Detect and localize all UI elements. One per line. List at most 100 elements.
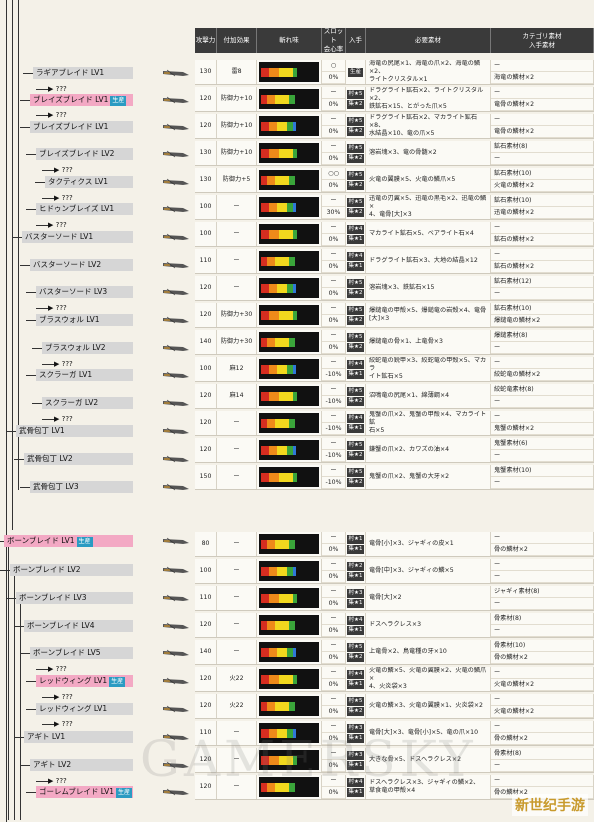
weapon-name-text: 武骨包丁 LV1 — [19, 426, 65, 435]
sharpness-segment — [267, 95, 275, 104]
obtain-tag: 集★1 — [346, 261, 365, 271]
attack-value: 120 — [195, 411, 217, 435]
category-cell: ー海竜の鱗材×2 — [491, 60, 594, 84]
category-cell: 爆鎚素材(8) ー — [491, 330, 594, 354]
sharpness-cell — [257, 249, 322, 273]
sharpness-segment — [261, 702, 267, 711]
sharpness-segment — [261, 149, 269, 158]
sharpness-bar — [259, 359, 319, 379]
tree-connector — [20, 127, 30, 128]
sharpness-bar — [259, 332, 319, 352]
tree-connector — [20, 653, 30, 654]
sharpness-segment — [279, 149, 293, 158]
tree-connector — [26, 709, 36, 710]
obtain-tag: 集★2 — [346, 288, 365, 298]
category-material: ー — [491, 532, 593, 544]
attack-value: 110 — [195, 586, 217, 610]
weapon-name-label: スクラーガ LV1 — [36, 369, 133, 381]
sharpness-segment — [275, 95, 289, 104]
attack-value: 120 — [195, 384, 217, 408]
slot-cell: ー -10% — [322, 357, 346, 381]
sharpness-segment — [269, 230, 279, 239]
obtain-material: ー — [491, 571, 593, 583]
sharpness-segment — [289, 176, 295, 185]
sharpness-segment — [287, 729, 293, 738]
category-cell: ー絞蛇竜の鱗材×2 — [491, 357, 594, 381]
sharpness-segment — [293, 675, 297, 684]
affinity-value: 0% — [322, 787, 345, 799]
category-values: ジャギィ素材(8) ー — [491, 586, 593, 610]
sharpness-segment — [261, 176, 267, 185]
weapon-name-text: ボーンブレイド LV5 — [33, 648, 101, 657]
obtain-material: ー — [491, 760, 593, 772]
header-sharpness: 斬れ味 — [257, 28, 322, 53]
obtain-tags: 生産 — [347, 67, 363, 77]
sharpness-segment — [293, 311, 297, 320]
table-row: 100 ーー 0% 村★2 集★1 竜骨[中]×3、ジャギィの鱗×5 ーー — [195, 559, 594, 584]
category-material: 鉱石素材(10) — [491, 195, 593, 207]
affinity-value: -10% — [322, 369, 345, 381]
weapon-sword-icon — [163, 788, 189, 796]
category-values: 鬼蟹素材(10) ー — [491, 465, 593, 489]
slot-affinity: ー 0% — [322, 249, 345, 273]
obtain-tag: 集★1 — [346, 625, 365, 635]
sharpness-segment — [277, 648, 287, 657]
obtain-tags: 村★5 集★2 — [346, 467, 365, 487]
affinity-value: 0% — [322, 72, 345, 84]
sharpness-segment — [269, 365, 277, 374]
category-values: ー骨の鱗材×2 — [491, 721, 593, 745]
sharpness-segment — [293, 648, 296, 657]
sharpness-segment — [293, 567, 296, 576]
materials-value: 竜骨[中]×3、ジャギィの鱗×5 — [366, 559, 491, 583]
materials-value: ドスヘラクレス×3 — [366, 613, 491, 637]
sharpness-segment — [261, 473, 269, 482]
sharpness-segment — [275, 783, 289, 792]
weapon-name-text: レッドウィング LV1 — [39, 676, 108, 685]
slot-value: ー — [322, 87, 345, 99]
obtain-tag: 村★4 — [346, 224, 365, 234]
category-values: 骨素材(8) ー — [491, 613, 593, 637]
sharpness-segment — [289, 702, 295, 711]
sharpness-segment — [279, 756, 293, 765]
header-slot: スロット 会心率 — [322, 27, 346, 53]
obtain-cell: 村★5 集★2 — [346, 438, 366, 462]
attack-value: 120 — [195, 438, 217, 462]
sharpness-segment — [275, 257, 289, 266]
bonus-value: ー — [217, 222, 257, 246]
obtain-tag: 集★1 — [346, 598, 365, 608]
weapon-sword-icon — [163, 622, 189, 630]
obtain-material: 骨の鱗材×2 — [491, 544, 593, 556]
category-material: 鉱石素材(10) — [491, 168, 593, 180]
sharpness-segment — [279, 594, 293, 603]
sharpness-segment — [275, 419, 289, 428]
sharpness-segment — [293, 473, 297, 482]
unknown-weapon-label: ▶ ??? — [54, 720, 73, 728]
obtain-material: 鉱石の鱗材×2 — [491, 234, 593, 246]
weapon-sword-icon — [163, 594, 189, 602]
affinity-value: 0% — [322, 99, 345, 111]
table-row: 140 防御力+30 ー 0% 村★5 集★2 爆鎚竜の骨×1、上竜骨×3 爆鎚素材(8) ー — [195, 330, 594, 355]
weapon-sword-icon — [163, 69, 189, 77]
obtain-tags: 村★5 集★2 — [346, 440, 365, 460]
category-material: 骨素材(8) — [491, 613, 593, 625]
slot-value: ○○ — [322, 168, 345, 180]
obtain-tag: 村★4 — [346, 669, 365, 679]
sharpness-segment — [287, 284, 293, 293]
obtain-tags: 村★2 集★1 — [346, 561, 365, 581]
unknown-weapon-label: ▶ ??? — [48, 85, 67, 93]
table-row: 120 ーー -10% 村★4 集★1 鬼蟹の爪×2、鬼蟹の甲殻×4、マカライト鉱 石×5… — [195, 411, 594, 436]
obtain-cell: 生産 — [346, 60, 366, 84]
materials-value: 溶岩塊×3、鉄鉱石×15 — [366, 276, 491, 300]
sharpness-bar — [259, 305, 319, 325]
category-cell: ーー — [491, 559, 594, 583]
category-material: ジャギィ素材(8) — [491, 586, 593, 598]
produce-badge: 生産 — [116, 788, 133, 798]
slot-cell: ー 0% — [322, 87, 346, 111]
bonus-value: 麻14 — [217, 384, 257, 408]
obtain-cell: 村★5 集★2 — [346, 276, 366, 300]
weapon-name-label: ボーンブレイド LV1 生産 — [4, 535, 133, 547]
sharpness-segment — [261, 621, 267, 630]
slot-cell: ー 0% — [322, 249, 346, 273]
sharpness-segment — [275, 621, 289, 630]
obtain-cell: 村★5 集★2 — [346, 303, 366, 327]
